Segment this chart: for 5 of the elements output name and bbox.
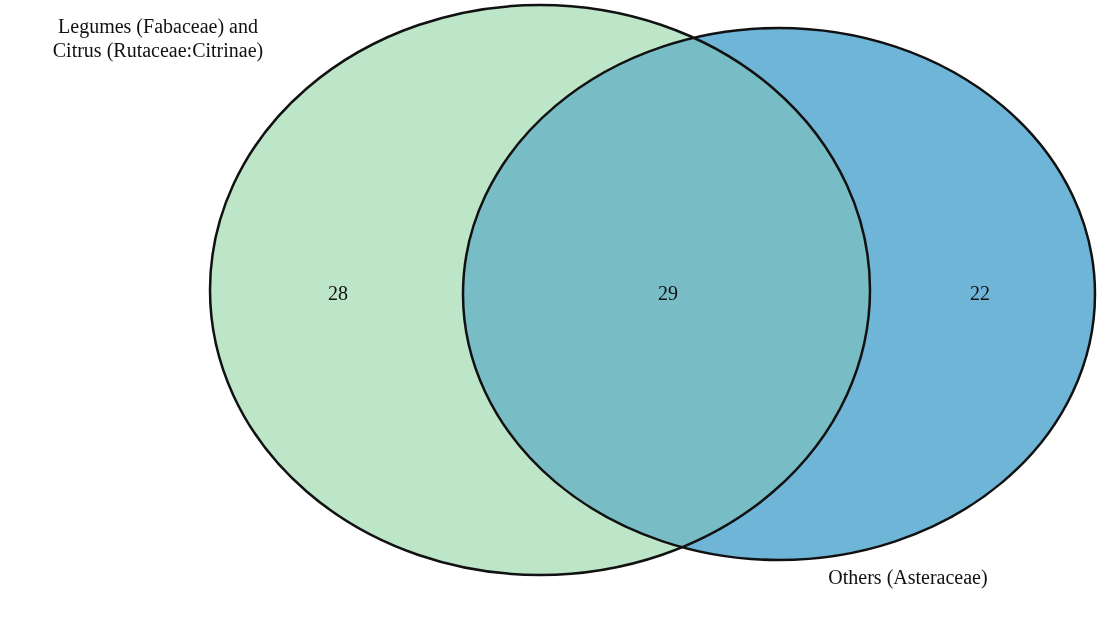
text: Legumes (Fabaceae) and Citrus (Rutaceae:Citrinae) [52,15,264,62]
text: Others (Asteraceae) [828,566,988,589]
data-label: 22 [970,282,990,304]
data-label: 29 [658,282,678,304]
data-label: 28 [328,282,348,304]
